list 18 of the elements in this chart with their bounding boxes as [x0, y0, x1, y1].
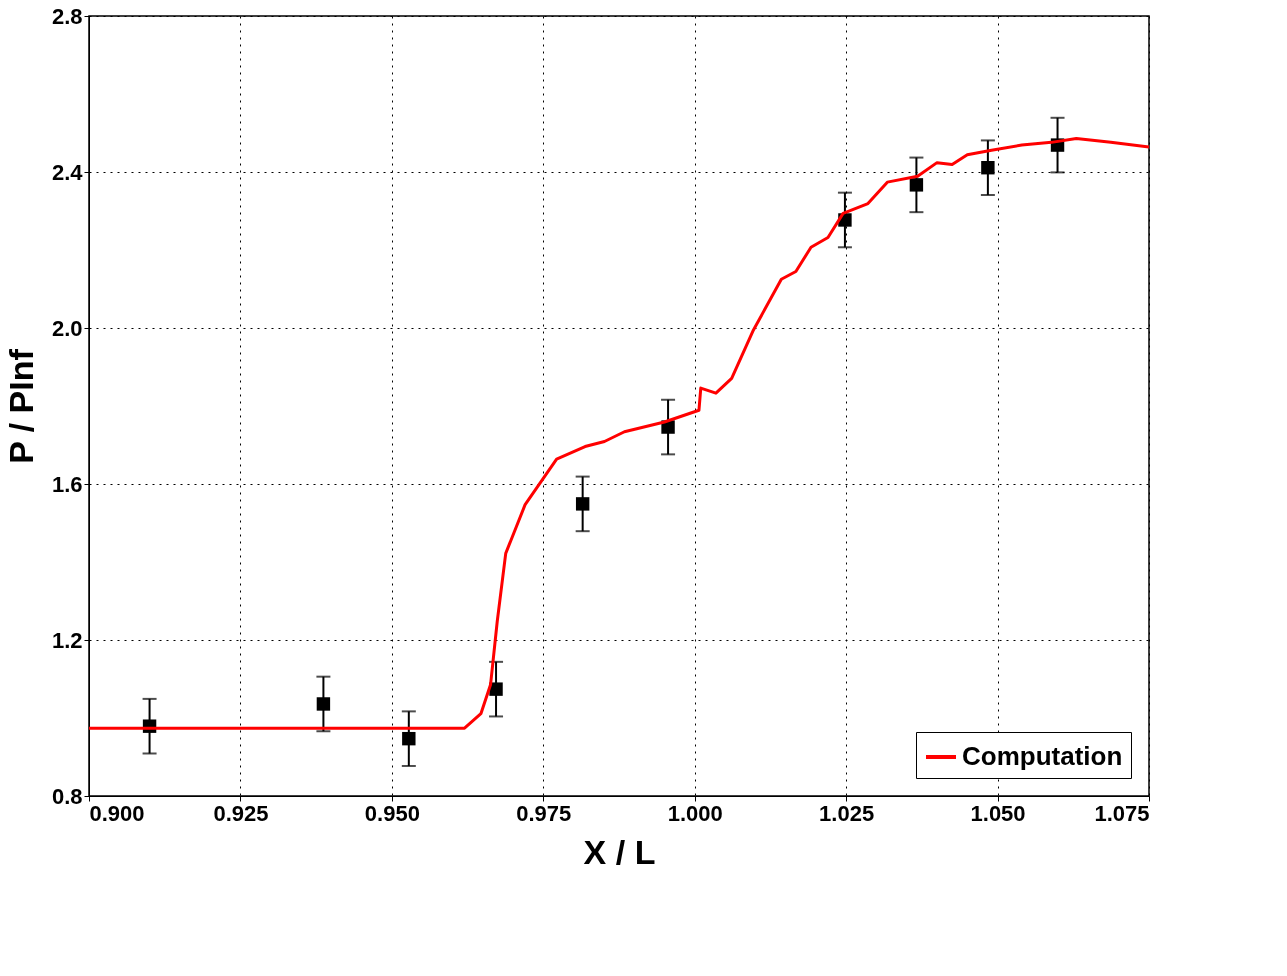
y-tick-label: 0.8 — [51, 783, 83, 809]
y-tick-label: 1.6 — [51, 471, 83, 497]
x-axis-title: X / L — [583, 832, 656, 871]
x-tick-label: 1.000 — [667, 800, 723, 826]
legend-label: Computation — [962, 741, 1123, 771]
x-tick-label: 1.075 — [1094, 800, 1150, 826]
y-tick-label: 2.0 — [51, 315, 83, 341]
x-tick-label: 1.025 — [819, 800, 875, 826]
x-tick-label: 0.975 — [516, 800, 572, 826]
y-tick-label: 2.4 — [51, 159, 84, 185]
y-tick-label: 1.2 — [51, 627, 83, 653]
line-series — [89, 136, 1149, 730]
x-tick-label: 0.950 — [364, 800, 420, 826]
y-axis-title: P / PInf — [1, 348, 40, 464]
x-tick-label: 1.050 — [970, 800, 1026, 826]
y-tick-label: 2.8 — [51, 3, 83, 29]
x-tick-label: 0.900 — [89, 800, 145, 826]
x-tick-label: 0.925 — [213, 800, 269, 826]
